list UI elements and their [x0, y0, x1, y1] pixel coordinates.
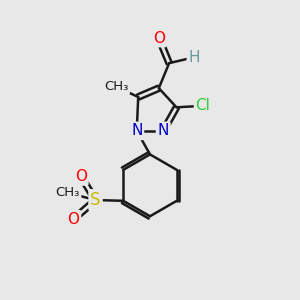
Text: CH₃: CH₃ — [104, 80, 128, 93]
Text: O: O — [75, 169, 87, 184]
Text: N: N — [158, 123, 169, 138]
Text: CH₃: CH₃ — [56, 186, 80, 199]
Text: O: O — [153, 31, 165, 46]
Text: O: O — [68, 212, 80, 227]
Text: N: N — [131, 123, 142, 138]
Text: H: H — [188, 50, 200, 65]
Text: S: S — [90, 191, 101, 209]
Text: Cl: Cl — [196, 98, 210, 113]
